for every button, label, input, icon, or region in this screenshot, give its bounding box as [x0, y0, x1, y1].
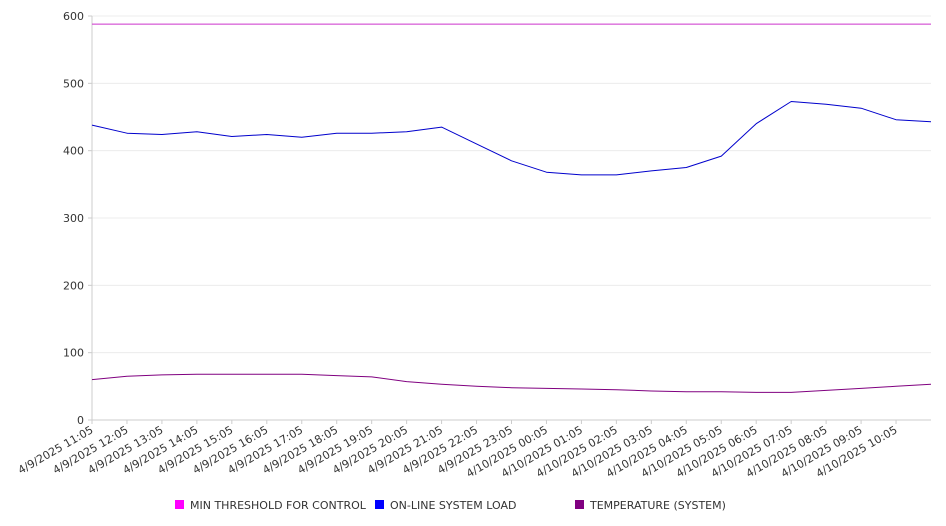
y-tick-label: 500 [63, 77, 84, 90]
y-tick-label: 100 [63, 347, 84, 360]
y-tick-label: 0 [77, 414, 84, 427]
series-line-temperature-system[interactable] [91, 373, 932, 393]
series-lines [91, 23, 932, 393]
legend-label-online-system-load: ON-LINE SYSTEM LOAD [390, 499, 516, 512]
y-tick-label: 400 [63, 145, 84, 158]
y-tick-labels: 0 100 200 300 400 500 600 [63, 10, 92, 427]
legend: MIN THRESHOLD FOR CONTROL ON-LINE SYSTEM… [175, 499, 726, 512]
y-tick-label: 200 [63, 279, 84, 292]
grid-lines [92, 15, 931, 354]
legend-swatch-min-threshold [175, 500, 184, 509]
legend-item-min-threshold[interactable]: MIN THRESHOLD FOR CONTROL [175, 499, 367, 512]
x-tick-labels: 4/9/2025 11:054/9/2025 12:054/9/2025 13:… [16, 420, 900, 480]
legend-swatch-temperature [575, 500, 584, 509]
legend-label-min-threshold: MIN THRESHOLD FOR CONTROL [190, 499, 367, 512]
legend-item-temperature[interactable]: TEMPERATURE (SYSTEM) [575, 499, 726, 512]
legend-swatch-online-system-load [375, 500, 384, 509]
y-tick-label: 600 [63, 10, 84, 23]
legend-label-temperature: TEMPERATURE (SYSTEM) [589, 499, 726, 512]
y-tick-label: 300 [63, 212, 84, 225]
series-line-on-line-system-load[interactable] [91, 101, 932, 176]
legend-item-online-system-load[interactable]: ON-LINE SYSTEM LOAD [375, 499, 516, 512]
